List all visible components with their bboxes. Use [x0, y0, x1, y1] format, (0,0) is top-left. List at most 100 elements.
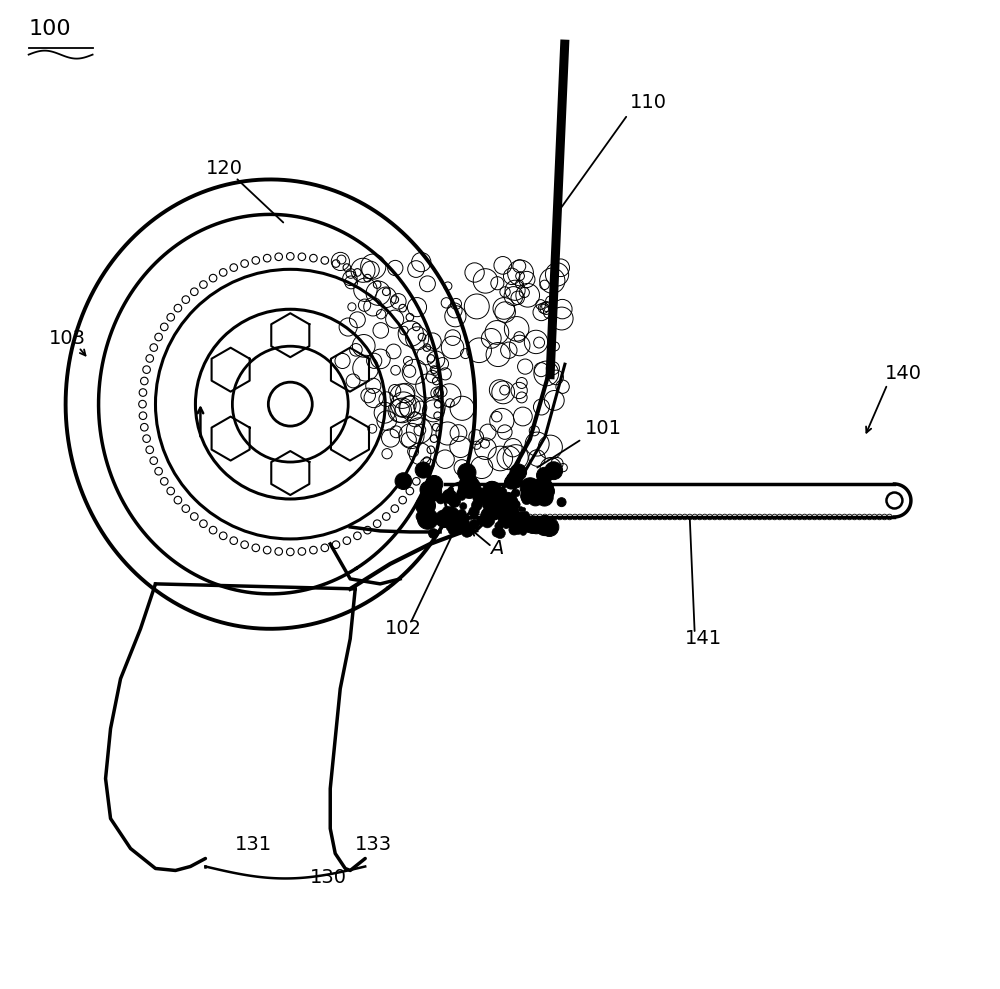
Circle shape — [475, 488, 485, 497]
Circle shape — [498, 518, 507, 527]
Circle shape — [425, 476, 443, 493]
Circle shape — [520, 478, 540, 497]
Circle shape — [497, 492, 508, 502]
Circle shape — [518, 517, 526, 526]
Circle shape — [446, 523, 454, 531]
Circle shape — [522, 494, 532, 504]
Circle shape — [513, 510, 520, 518]
Circle shape — [500, 515, 505, 520]
Circle shape — [446, 513, 451, 518]
Circle shape — [488, 503, 497, 512]
Circle shape — [492, 527, 502, 537]
Circle shape — [496, 488, 506, 497]
Circle shape — [521, 512, 527, 518]
Circle shape — [501, 503, 505, 507]
Circle shape — [545, 462, 563, 480]
Circle shape — [508, 504, 518, 514]
Circle shape — [498, 506, 520, 528]
Circle shape — [439, 494, 447, 501]
Circle shape — [460, 490, 465, 495]
Circle shape — [488, 508, 497, 517]
Circle shape — [483, 520, 488, 525]
Circle shape — [395, 473, 412, 490]
Circle shape — [449, 488, 454, 492]
Circle shape — [496, 507, 505, 517]
Circle shape — [477, 517, 481, 521]
Circle shape — [450, 509, 458, 516]
Circle shape — [510, 517, 521, 528]
Circle shape — [512, 501, 520, 508]
Circle shape — [417, 508, 438, 529]
Circle shape — [504, 524, 508, 529]
Circle shape — [451, 522, 458, 529]
Circle shape — [463, 524, 469, 530]
Circle shape — [521, 490, 534, 503]
Circle shape — [494, 494, 503, 504]
Circle shape — [523, 521, 528, 526]
Circle shape — [537, 467, 553, 484]
Circle shape — [531, 478, 553, 499]
Circle shape — [487, 494, 496, 503]
Circle shape — [448, 525, 458, 535]
Circle shape — [512, 512, 532, 532]
Circle shape — [472, 487, 479, 494]
Circle shape — [502, 494, 507, 497]
Circle shape — [458, 477, 480, 498]
Circle shape — [460, 474, 478, 492]
Circle shape — [495, 500, 508, 513]
Circle shape — [557, 497, 566, 506]
Circle shape — [473, 491, 480, 497]
Circle shape — [482, 517, 493, 528]
Circle shape — [513, 500, 520, 508]
Text: 101: 101 — [585, 419, 622, 438]
Circle shape — [446, 494, 451, 500]
Circle shape — [504, 476, 518, 490]
Text: 110: 110 — [630, 93, 667, 112]
Circle shape — [458, 464, 476, 482]
Circle shape — [510, 464, 527, 481]
Circle shape — [440, 513, 445, 517]
Circle shape — [420, 481, 437, 498]
Circle shape — [469, 519, 479, 530]
Circle shape — [469, 506, 479, 517]
Circle shape — [482, 492, 494, 503]
Circle shape — [435, 510, 453, 527]
Text: 120: 120 — [205, 159, 242, 178]
Circle shape — [485, 516, 495, 526]
Circle shape — [460, 502, 467, 509]
Circle shape — [441, 511, 449, 519]
Circle shape — [457, 509, 466, 518]
Circle shape — [436, 494, 445, 504]
Circle shape — [464, 524, 470, 529]
Circle shape — [506, 495, 513, 503]
Circle shape — [528, 492, 543, 506]
Circle shape — [503, 489, 507, 493]
Circle shape — [493, 500, 497, 504]
Circle shape — [485, 502, 503, 520]
Circle shape — [429, 529, 438, 538]
Circle shape — [473, 494, 481, 502]
Circle shape — [513, 490, 520, 496]
Circle shape — [497, 529, 503, 534]
Circle shape — [518, 525, 524, 531]
Circle shape — [481, 507, 495, 522]
Circle shape — [463, 527, 473, 537]
Circle shape — [501, 502, 506, 508]
Circle shape — [449, 495, 460, 507]
Circle shape — [530, 521, 543, 534]
Circle shape — [482, 496, 491, 506]
Circle shape — [416, 511, 427, 522]
Circle shape — [447, 522, 455, 529]
Circle shape — [527, 488, 531, 493]
Circle shape — [505, 494, 516, 505]
Circle shape — [442, 490, 456, 503]
Circle shape — [509, 524, 519, 535]
Circle shape — [472, 502, 480, 510]
Circle shape — [483, 493, 492, 501]
Circle shape — [540, 517, 559, 536]
Text: 102: 102 — [385, 619, 422, 638]
Circle shape — [499, 501, 508, 510]
Text: 140: 140 — [884, 364, 921, 383]
Circle shape — [524, 516, 542, 533]
Circle shape — [495, 528, 505, 539]
